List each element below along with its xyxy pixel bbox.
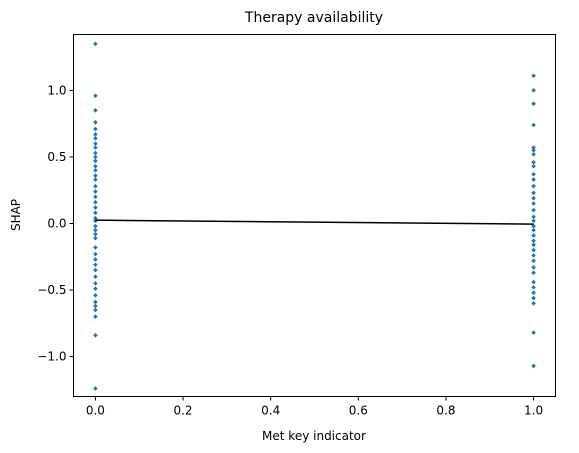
- x-tick-label: 0.4: [261, 404, 280, 418]
- data-point: [93, 314, 98, 319]
- data-point: [531, 172, 536, 177]
- data-point: [531, 253, 536, 258]
- axes-frame: [74, 35, 556, 397]
- data-point: [93, 145, 98, 150]
- data-point: [93, 132, 98, 137]
- data-point: [93, 257, 98, 262]
- data-point: [93, 141, 98, 146]
- data-point: [531, 123, 536, 128]
- x-axis-label: Met key indicator: [262, 429, 366, 443]
- data-point: [93, 293, 98, 298]
- data-point: [531, 238, 536, 243]
- data-point: [531, 228, 536, 233]
- data-point: [93, 120, 98, 125]
- data-point: [93, 159, 98, 164]
- data-point: [93, 42, 98, 47]
- data-point: [93, 189, 98, 194]
- data-point: [93, 164, 98, 169]
- data-point: [93, 232, 98, 237]
- data-point: [531, 270, 536, 275]
- data-point: [93, 252, 98, 257]
- data-point: [531, 265, 536, 270]
- y-tick-label: −1.0: [37, 350, 66, 364]
- x-axis: 0.0 0.2 0.4 0.6 0.8 1.0: [86, 397, 543, 418]
- data-point: [531, 191, 536, 196]
- data-point: [531, 364, 536, 369]
- data-point: [531, 296, 536, 301]
- data-point: [93, 136, 98, 141]
- y-tick-label: 0.5: [47, 150, 66, 164]
- data-point: [531, 201, 536, 206]
- x-tick-label: 1.0: [524, 404, 543, 418]
- data-point: [531, 233, 536, 238]
- data-point: [93, 386, 98, 391]
- data-point: [93, 236, 98, 241]
- data-point: [93, 304, 98, 309]
- data-point: [93, 177, 98, 182]
- data-point: [531, 73, 536, 78]
- y-tick-label: 0.0: [47, 216, 66, 230]
- data-point: [93, 333, 98, 338]
- chart-title: Therapy availability: [244, 10, 383, 26]
- data-point: [93, 195, 98, 200]
- data-point: [93, 245, 98, 250]
- data-point: [531, 285, 536, 290]
- data-point: [531, 184, 536, 189]
- data-point: [531, 164, 536, 169]
- data-point: [531, 290, 536, 295]
- trend-line: [95, 220, 533, 224]
- y-tick-label: 1.0: [47, 83, 66, 97]
- data-point: [93, 151, 98, 156]
- data-point: [531, 196, 536, 201]
- data-point: [531, 177, 536, 182]
- data-point: [531, 219, 536, 224]
- data-point: [531, 242, 536, 247]
- data-point: [93, 168, 98, 173]
- data-point: [531, 88, 536, 93]
- x-tick-label: 0.6: [349, 404, 368, 418]
- y-axis-label: SHAP: [9, 199, 23, 231]
- plot-area: [93, 42, 536, 391]
- data-point: [531, 258, 536, 263]
- data-point: [93, 262, 98, 267]
- data-point: [93, 173, 98, 178]
- data-point: [93, 268, 98, 273]
- data-point: [531, 301, 536, 306]
- data-point: [93, 211, 98, 216]
- y-axis: −1.0 −0.5 0.0 0.5 1.0: [37, 83, 73, 363]
- data-point: [531, 101, 536, 106]
- data-point: [93, 300, 98, 305]
- x-tick-label: 0.8: [436, 404, 455, 418]
- data-point: [93, 281, 98, 286]
- data-point: [93, 93, 98, 98]
- y-tick-label: −0.5: [37, 283, 66, 297]
- data-point: [93, 224, 98, 229]
- data-point: [531, 152, 536, 157]
- data-point: [93, 127, 98, 132]
- data-point: [531, 215, 536, 220]
- data-point: [531, 160, 536, 165]
- x-tick-label: 0.2: [173, 404, 192, 418]
- data-point: [531, 330, 536, 335]
- data-point: [531, 208, 536, 213]
- data-point: [93, 200, 98, 205]
- data-point: [93, 308, 98, 313]
- data-point: [531, 148, 536, 153]
- data-point: [93, 184, 98, 189]
- data-point: [531, 248, 536, 253]
- data-point: [93, 274, 98, 279]
- data-point: [93, 108, 98, 113]
- data-point: [93, 155, 98, 160]
- data-point: [93, 286, 98, 291]
- x-tick-label: 0.0: [86, 404, 105, 418]
- data-point: [93, 205, 98, 210]
- data-point: [93, 228, 98, 233]
- data-point: [531, 280, 536, 285]
